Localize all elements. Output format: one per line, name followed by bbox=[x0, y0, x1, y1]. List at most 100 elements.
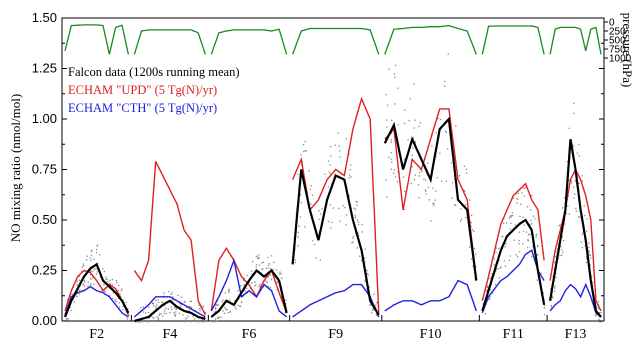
measurement-point bbox=[563, 240, 565, 242]
measurement-point bbox=[425, 193, 427, 195]
measurement-point bbox=[78, 293, 80, 295]
measurement-point bbox=[568, 179, 570, 181]
measurement-point bbox=[354, 214, 356, 216]
y-tick-label: 0.50 bbox=[32, 212, 57, 227]
measurement-point bbox=[451, 182, 454, 184]
measurement-point bbox=[535, 233, 538, 235]
measurement-point bbox=[472, 265, 474, 267]
measurement-point bbox=[126, 318, 129, 320]
measurement-point bbox=[329, 204, 331, 206]
measurement-point bbox=[520, 203, 522, 205]
upd-line-F6 bbox=[210, 247, 288, 314]
measurement-point bbox=[404, 158, 406, 160]
measurement-point bbox=[175, 311, 177, 313]
pressure-line-F6 bbox=[210, 28, 288, 55]
measurement-point bbox=[368, 286, 371, 288]
measurement-point bbox=[95, 273, 98, 275]
y-tick-label: 1.50 bbox=[32, 10, 57, 25]
measurement-point bbox=[468, 246, 471, 248]
pressure-tick-label: 0 bbox=[609, 18, 615, 29]
measurement-point bbox=[349, 169, 351, 171]
measurement-point bbox=[226, 309, 228, 311]
measurement-point bbox=[470, 258, 473, 260]
measurement-point bbox=[95, 268, 97, 270]
measurement-point bbox=[275, 269, 278, 271]
measurement-point bbox=[453, 204, 456, 206]
measurement-point bbox=[89, 257, 91, 259]
measurement-point bbox=[511, 212, 513, 214]
measurement-point bbox=[174, 307, 176, 309]
measurement-point bbox=[73, 301, 75, 303]
measurement-point bbox=[243, 284, 245, 286]
measurement-point bbox=[215, 308, 217, 310]
measurement-point bbox=[600, 312, 602, 314]
measurement-point bbox=[495, 251, 497, 254]
measurement-point bbox=[300, 202, 302, 204]
measurement-point bbox=[523, 187, 525, 189]
measurement-point bbox=[165, 308, 167, 310]
measurement-point bbox=[579, 216, 581, 218]
measurement-point bbox=[414, 174, 416, 176]
measurement-point bbox=[108, 295, 111, 297]
measurement-point bbox=[136, 321, 138, 323]
measurement-point bbox=[151, 302, 153, 304]
measurement-point bbox=[193, 318, 196, 320]
measurement-point bbox=[599, 321, 601, 323]
measurement-point bbox=[216, 320, 218, 322]
y-tick-label: 0.25 bbox=[32, 263, 57, 278]
measurement-point bbox=[513, 239, 515, 241]
measurement-point bbox=[229, 299, 231, 301]
measurement-point bbox=[386, 196, 388, 198]
measurement-point bbox=[266, 281, 268, 283]
measurement-point bbox=[403, 122, 406, 125]
measurement-point bbox=[573, 112, 575, 114]
measurement-point bbox=[180, 304, 183, 306]
measurement-point bbox=[494, 284, 497, 286]
measurement-point bbox=[258, 264, 261, 266]
pressure-line-F4 bbox=[133, 29, 206, 55]
measurement-point bbox=[187, 315, 189, 317]
measurement-point bbox=[265, 267, 267, 269]
measurement-point bbox=[90, 270, 92, 272]
measurement-point bbox=[352, 235, 354, 238]
measurement-point bbox=[578, 216, 580, 218]
measurement-point bbox=[459, 220, 462, 222]
measurement-point bbox=[92, 270, 94, 272]
pressure-tick-label: 750 bbox=[609, 45, 626, 56]
measurement-point bbox=[269, 286, 272, 289]
measurement-point bbox=[79, 279, 81, 281]
measurement-point bbox=[315, 257, 317, 259]
measurement-point bbox=[145, 312, 147, 314]
measurement-point bbox=[339, 156, 341, 158]
flight-label-F6: F6 bbox=[242, 327, 257, 342]
measurement-point bbox=[171, 292, 173, 294]
measurement-point bbox=[229, 310, 231, 313]
measurement-point bbox=[552, 275, 554, 278]
measurement-point bbox=[376, 314, 378, 316]
pressure-tick-label: 250 bbox=[609, 27, 626, 38]
measurement-point bbox=[174, 306, 176, 308]
measurement-point bbox=[563, 223, 566, 225]
measurement-point bbox=[488, 298, 490, 301]
measurement-point bbox=[255, 266, 257, 268]
measurement-point bbox=[536, 254, 538, 256]
measurement-point bbox=[421, 170, 423, 173]
measurement-point bbox=[568, 213, 570, 215]
measurement-point bbox=[203, 321, 205, 323]
falcon-line-F13 bbox=[549, 139, 602, 318]
measurement-point bbox=[199, 307, 201, 310]
measurement-point bbox=[97, 262, 99, 265]
measurement-point bbox=[536, 279, 538, 281]
measurement-point bbox=[352, 241, 354, 243]
measurement-point bbox=[447, 148, 449, 150]
measurement-point bbox=[111, 297, 114, 300]
measurement-point bbox=[581, 233, 583, 235]
measurement-point bbox=[582, 231, 584, 233]
measurement-point bbox=[185, 321, 187, 323]
measurement-point bbox=[304, 140, 306, 143]
measurement-point bbox=[487, 285, 489, 287]
measurement-point bbox=[198, 321, 200, 323]
y-tick-label: 1.00 bbox=[32, 111, 57, 126]
measurement-point bbox=[318, 218, 320, 220]
measurement-point bbox=[239, 285, 242, 287]
